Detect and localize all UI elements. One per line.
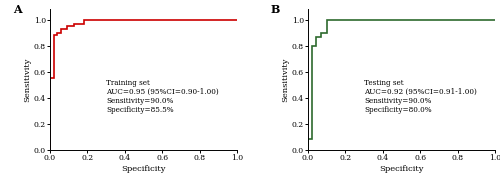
Y-axis label: Sensitivity: Sensitivity <box>281 57 289 102</box>
Text: Training set
AUC=0.95 (95%CI=0.90-1.00)
Sensitivity=90.0%
Specificity=85.5%: Training set AUC=0.95 (95%CI=0.90-1.00) … <box>106 79 219 114</box>
Text: A: A <box>12 4 21 15</box>
Text: B: B <box>270 4 280 15</box>
X-axis label: Specificity: Specificity <box>380 165 424 173</box>
Text: Testing set
AUC=0.92 (95%CI=0.91-1.00)
Sensitivity=90.0%
Specificity=80.0%: Testing set AUC=0.92 (95%CI=0.91-1.00) S… <box>364 79 477 114</box>
Y-axis label: Sensitivity: Sensitivity <box>23 57 31 102</box>
X-axis label: Specificity: Specificity <box>121 165 166 173</box>
